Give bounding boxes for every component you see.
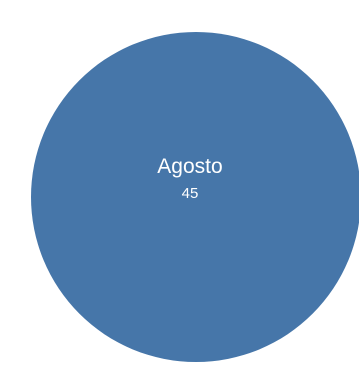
slice-value-label: 45 bbox=[182, 185, 199, 202]
pie-slice[interactable] bbox=[31, 32, 359, 362]
slice-label: Agosto bbox=[157, 155, 222, 178]
